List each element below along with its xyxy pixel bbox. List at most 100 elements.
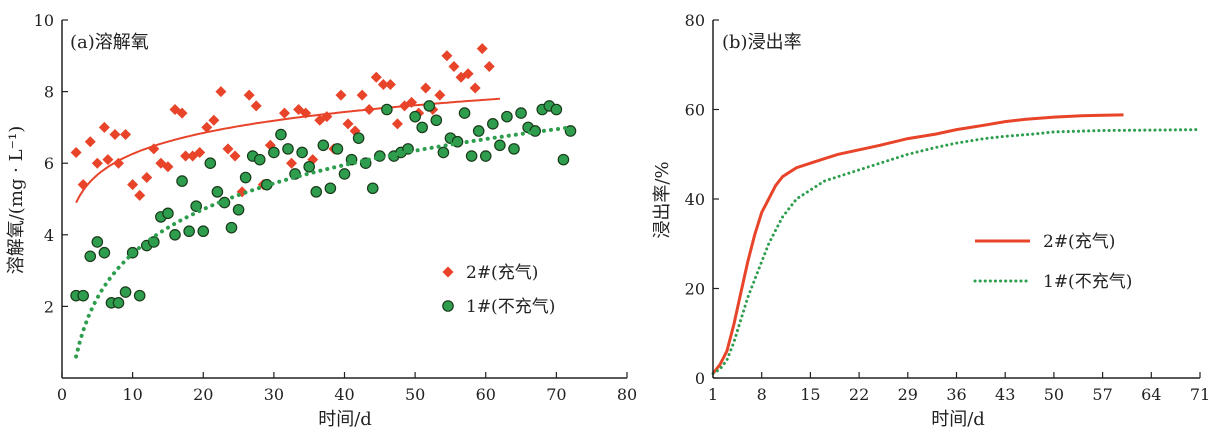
data-point-series-2	[91, 236, 104, 248]
y-tick-label: 60	[685, 101, 705, 120]
data-point-series-2	[303, 160, 315, 173]
data-point-series-2	[479, 150, 492, 162]
legend-a-marker-2	[442, 300, 454, 312]
data-point-series-1	[113, 157, 124, 169]
data-point-series-2	[458, 107, 471, 119]
data-point-series-2	[501, 110, 513, 123]
data-point-series-1	[483, 61, 495, 73]
data-point-series-2	[239, 171, 252, 184]
data-point-series-1	[250, 100, 262, 112]
x-tick-label: 57	[1092, 385, 1112, 404]
x-tick-label: 70	[546, 385, 566, 404]
y-tick-label: 20	[685, 280, 705, 299]
x-tick-label: 60	[476, 385, 496, 404]
panel-a-title: (a)溶解氧	[70, 32, 149, 53]
data-point-series-2	[366, 182, 379, 195]
data-point-series-1	[476, 43, 488, 55]
data-point-series-2	[211, 186, 224, 198]
data-point-series-1	[278, 107, 290, 119]
data-point-series-1	[469, 82, 481, 94]
data-point-series-2	[515, 107, 527, 119]
panel-b-leaching-rate: 1 8 15 22 29 36 43 50 57 64 71 0 20 40 60 80 (b)浸出率 时间/…	[652, 11, 1210, 430]
data-point-series-2	[162, 207, 174, 220]
data-point-series-1	[176, 107, 188, 119]
data-point-series-2	[190, 200, 202, 212]
data-point-series-1	[384, 78, 396, 90]
data-point-series-1	[342, 118, 354, 130]
y-tick-label: 80	[685, 11, 705, 30]
data-point-series-2	[98, 246, 111, 259]
data-point-series-2	[352, 132, 365, 144]
y-tick-label: 8	[44, 83, 54, 102]
x-tick-label: 50	[1044, 385, 1064, 404]
data-point-series-2	[409, 110, 421, 123]
data-point-series-1	[91, 157, 103, 169]
data-point-series-2	[77, 289, 89, 302]
data-point-series-1	[194, 146, 206, 158]
data-point-series-1	[70, 146, 82, 158]
y-tick-label: 10	[34, 11, 54, 30]
x-tick-label: 8	[757, 385, 767, 404]
data-point-series-2	[557, 153, 570, 166]
x-tick-label: 10	[122, 385, 142, 404]
panel-a-legend: 2#(充气) 1#(不充气)	[442, 263, 555, 317]
x-tick-label: 36	[946, 385, 966, 404]
panel-b-legend: 2#(充气) 1#(不充气)	[973, 232, 1132, 292]
data-point-series-2	[472, 125, 485, 137]
data-point-series-1	[391, 118, 403, 130]
data-point-series-1	[141, 172, 153, 184]
data-point-series-2	[176, 175, 188, 187]
y-tick-label: 6	[44, 154, 54, 173]
data-point-series-2	[331, 143, 344, 155]
x-tick-label: 15	[800, 385, 820, 404]
data-point-series-2	[338, 168, 351, 180]
data-point-series-2	[275, 128, 287, 141]
data-point-series-2	[84, 250, 97, 263]
series-line-1	[711, 113, 1124, 375]
data-point-series-1	[102, 154, 114, 166]
data-point-series-1	[215, 86, 227, 98]
data-point-series-2	[423, 100, 436, 112]
panel-a-dissolved-oxygen: 0 10 20 30 40 50 60 70 80 2 4 6 8 10 (a)溶解氧 时间/d 溶解氧/…	[6, 11, 637, 430]
x-tick-label: 1	[708, 385, 718, 404]
data-point-series-2	[282, 143, 294, 155]
data-point-series-1	[441, 50, 453, 62]
data-point-series-1	[84, 136, 96, 148]
data-point-series-1	[370, 71, 382, 83]
data-point-series-2	[564, 125, 577, 137]
data-point-series-2	[232, 203, 245, 216]
data-point-series-2	[550, 103, 563, 116]
x-tick-label: 22	[849, 385, 869, 404]
x-tick-label: 80	[617, 385, 637, 404]
data-point-series-2	[381, 103, 393, 116]
data-point-series-1	[109, 129, 121, 141]
data-point-series-2	[296, 146, 308, 159]
legend-b-item-1-label: 2#(充气)	[1043, 232, 1115, 252]
data-point-series-1	[120, 129, 132, 141]
data-point-series-1	[335, 89, 347, 101]
fit-line-series-2	[74, 125, 573, 359]
data-point-series-1	[434, 89, 446, 101]
legend-a-marker-1	[442, 266, 454, 278]
x-tick-label: 0	[57, 385, 67, 404]
data-point-series-1	[98, 121, 110, 133]
x-tick-label: 50	[405, 385, 425, 404]
legend-b-item-2-label: 1#(不充气)	[1043, 272, 1132, 292]
data-point-series-2	[183, 225, 195, 238]
data-point-series-1	[134, 189, 146, 201]
data-point-series-2	[112, 297, 125, 309]
data-point-series-1	[208, 114, 220, 126]
data-point-series-1	[201, 121, 213, 133]
data-point-series-2	[465, 150, 478, 162]
panel-a-ylabel: 溶解氧/(mg · L⁻¹)	[6, 126, 27, 275]
data-point-series-2	[133, 289, 146, 302]
y-tick-label: 4	[44, 226, 54, 245]
x-tick-label: 64	[1141, 385, 1161, 404]
y-tick-label: 40	[685, 190, 705, 209]
data-point-series-1	[127, 179, 139, 191]
data-point-series-2	[430, 114, 443, 127]
data-point-series-2	[119, 286, 132, 298]
x-tick-label: 20	[193, 385, 213, 404]
data-point-series-2	[487, 118, 499, 130]
